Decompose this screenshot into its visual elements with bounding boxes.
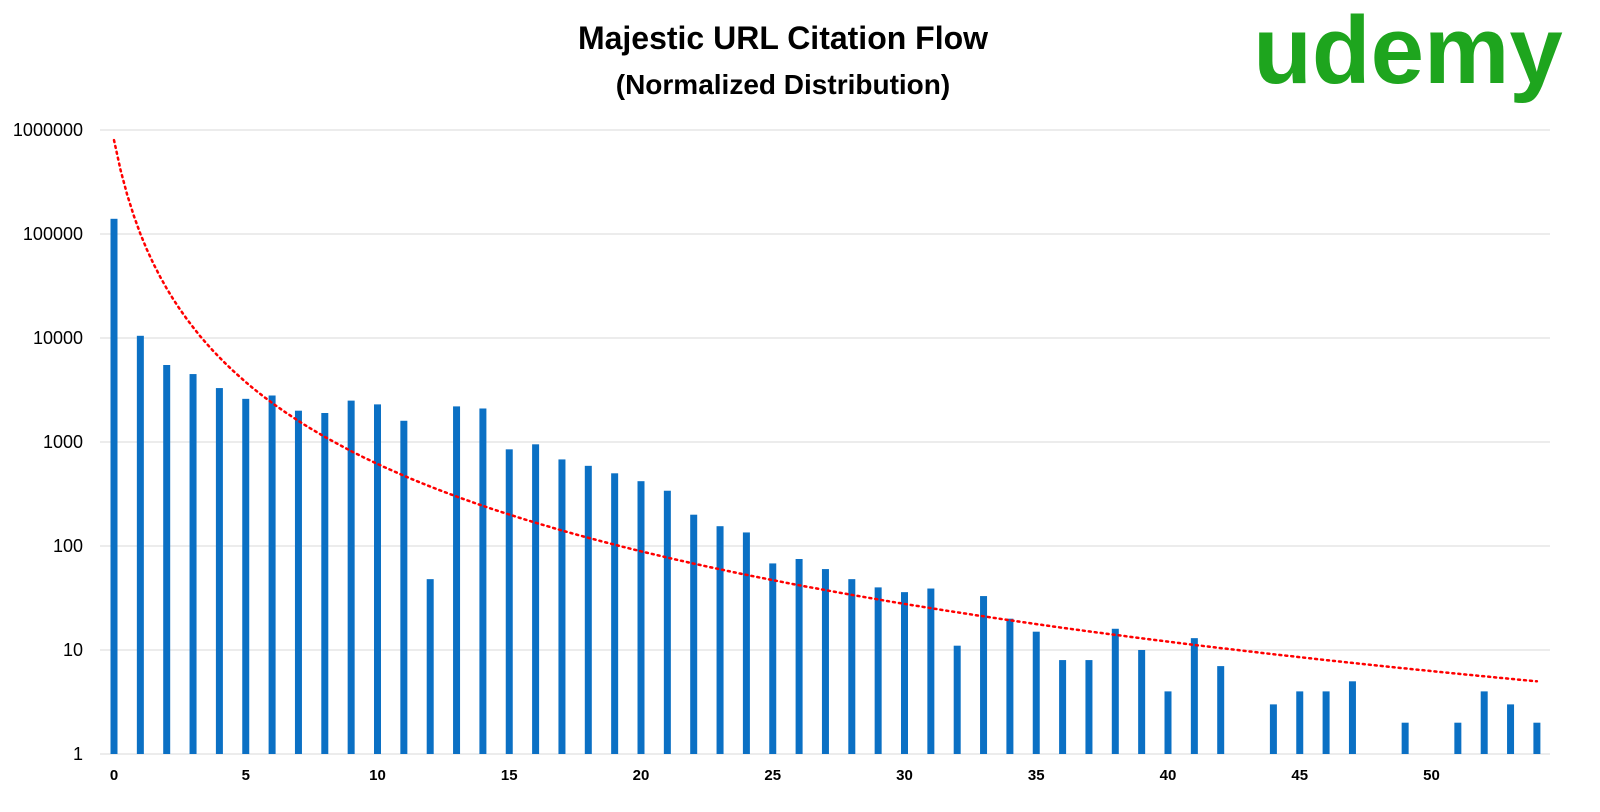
x-tick-label: 40 (1160, 767, 1177, 784)
x-tick-label: 0 (110, 767, 118, 784)
bar (294, 410, 302, 754)
x-tick-label: 45 (1291, 767, 1308, 784)
bar (110, 218, 118, 755)
bar (374, 404, 381, 754)
bar (901, 592, 908, 754)
bar (532, 444, 540, 754)
bar (953, 645, 961, 754)
chart-title: Majestic URL Citation Flow (578, 20, 988, 56)
bar (980, 596, 988, 754)
bar (1085, 660, 1093, 754)
bar (637, 481, 645, 754)
trendline (112, 138, 1539, 683)
bar (1401, 722, 1409, 754)
bar (189, 374, 197, 754)
bars (110, 218, 1541, 755)
bar (1190, 638, 1198, 754)
y-tick-label: 10 (63, 640, 83, 660)
bar (400, 420, 408, 754)
bar (347, 400, 355, 754)
y-axis: 1 10 100 1000 10000 100000 1000000 (13, 120, 83, 764)
bar (505, 449, 513, 754)
bar (479, 408, 487, 754)
bar (1032, 631, 1040, 754)
bar (1348, 681, 1356, 754)
bar (848, 579, 856, 754)
bar (1111, 628, 1119, 754)
bar (1164, 691, 1172, 754)
bar (242, 398, 250, 754)
bar (1480, 691, 1488, 754)
bar (1138, 650, 1146, 754)
bar (584, 465, 592, 754)
gridlines (100, 129, 1550, 755)
bar (558, 459, 566, 754)
bar (1322, 691, 1330, 754)
bar (663, 490, 671, 754)
chart-subtitle: (Normalized Distribution) (616, 69, 950, 100)
y-tick-label: 1000 (43, 432, 83, 452)
bar (716, 526, 724, 754)
x-axis: 0 5 10 15 20 25 30 35 40 45 50 (110, 767, 1440, 784)
x-tick-label: 30 (896, 767, 913, 784)
x-tick-label: 10 (369, 767, 386, 784)
bar (136, 335, 144, 754)
bar (1059, 660, 1067, 754)
bar (874, 587, 882, 754)
bar (1533, 722, 1541, 754)
x-tick-label: 20 (633, 767, 650, 784)
bar (321, 413, 329, 754)
bar (769, 563, 777, 754)
bar (795, 558, 803, 754)
bar (215, 388, 223, 754)
y-tick-label: 10000 (33, 328, 83, 348)
bar (1296, 691, 1304, 754)
bar (453, 406, 461, 754)
x-tick-label: 5 (242, 767, 250, 784)
x-tick-label: 50 (1423, 767, 1440, 784)
udemy-logo: udemy (1253, 0, 1562, 104)
bar (163, 365, 171, 754)
bar (1454, 722, 1462, 754)
bar (927, 588, 935, 754)
y-tick-label: 1 (73, 744, 83, 764)
bar (611, 473, 619, 754)
bar (426, 579, 434, 754)
bar (742, 532, 750, 754)
x-tick-label: 25 (764, 767, 781, 784)
bar (1507, 704, 1515, 754)
y-tick-label: 100 (53, 536, 83, 556)
bar (1269, 704, 1277, 754)
y-tick-label: 1000000 (13, 120, 83, 140)
bar (1217, 666, 1225, 754)
y-tick-label: 100000 (23, 224, 83, 244)
bar (1006, 618, 1014, 754)
bar (821, 569, 829, 754)
x-tick-label: 15 (501, 767, 518, 784)
bar (690, 514, 698, 754)
bar (268, 395, 276, 754)
x-tick-label: 35 (1028, 767, 1045, 784)
